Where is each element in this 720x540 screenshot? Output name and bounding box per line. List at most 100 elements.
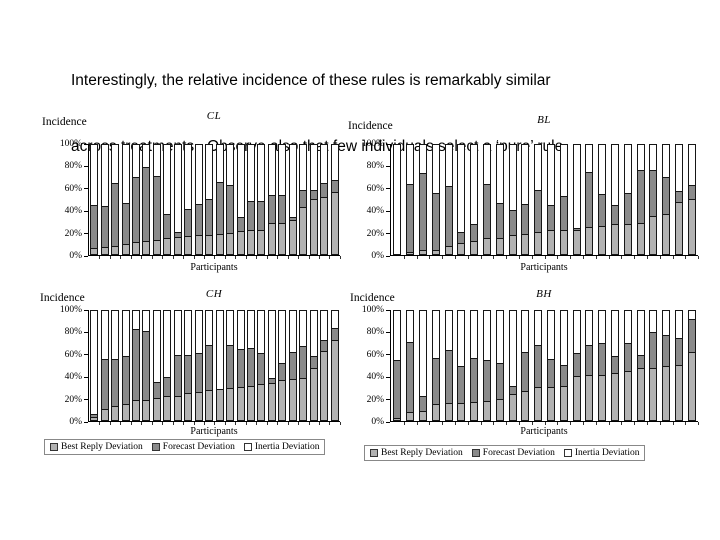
bar-segment — [236, 349, 245, 388]
bar-segment — [546, 206, 555, 231]
stacked-bar — [418, 144, 427, 255]
stacked-bar — [121, 144, 130, 255]
chart-BL: Incidence BL 100% 80% 60% 40% 20% 0% Particip… — [348, 104, 702, 284]
chart-legend: Best Reply Deviation Forecast Deviation In… — [44, 439, 326, 455]
bar-slot — [455, 310, 469, 425]
bar-slot — [298, 310, 311, 425]
bar-segment — [649, 368, 658, 421]
bar-segment — [278, 364, 287, 382]
bar-segment — [482, 361, 491, 403]
bar-slot — [570, 310, 584, 425]
stacked-bar — [610, 144, 619, 255]
bar-segment — [406, 343, 415, 414]
bar-segment — [393, 144, 402, 255]
bar-slot — [596, 144, 610, 259]
y-tick-label: 0% — [69, 417, 88, 427]
bar-segment — [457, 243, 466, 255]
bar-segment — [649, 144, 658, 171]
bar-segment — [299, 208, 308, 255]
bar-segment — [111, 359, 120, 407]
stacked-bar — [470, 144, 479, 255]
bar-segment — [247, 201, 256, 231]
bar-slot — [519, 144, 533, 259]
bar-slot — [660, 310, 674, 425]
bar-segment — [623, 193, 632, 226]
stacked-bar — [132, 144, 141, 255]
bar-segment — [173, 238, 182, 255]
bar-segment — [444, 247, 453, 255]
bar-segment — [572, 310, 581, 355]
plot-wrapper: 100% 80% 60% 40% 20% 0% — [362, 139, 699, 261]
bar-slot — [583, 310, 597, 425]
bar-segment — [546, 230, 555, 255]
plot-area — [390, 144, 699, 259]
stacked-bar — [546, 310, 555, 421]
y-axis-ticks: 100% 80% 60% 40% 20% 0% — [342, 305, 390, 427]
bar-segment — [406, 252, 415, 255]
y-axis-ticks: 100% 80% 60% 40% 20% 0% — [40, 139, 88, 261]
bar-segment — [546, 387, 555, 421]
bar-segment — [406, 144, 415, 186]
stacked-bar — [236, 310, 245, 421]
bar-slot — [404, 144, 418, 259]
bar-slot — [506, 144, 520, 259]
y-tick-label: 100% — [60, 139, 88, 149]
bar-segment — [406, 185, 415, 253]
stacked-bar — [288, 144, 297, 255]
bar-segment — [470, 144, 479, 226]
bar-segment — [215, 235, 224, 255]
bar-slot — [235, 144, 248, 259]
stacked-bar — [330, 310, 339, 421]
stacked-bar — [649, 310, 658, 421]
bar-segment — [173, 144, 182, 233]
bar-segment — [267, 384, 276, 421]
bar-segment — [546, 359, 555, 388]
stacked-bar — [674, 310, 683, 421]
bar-segment — [521, 144, 530, 206]
bar-slot — [89, 310, 101, 425]
bar-segment — [470, 310, 479, 359]
bar-segment — [418, 310, 427, 397]
bar-segment — [585, 310, 594, 346]
bar-slot — [204, 144, 216, 259]
bar-segment — [288, 379, 297, 421]
bar-slot — [621, 144, 635, 259]
y-tick-label: 40% — [65, 206, 88, 216]
bar-segment — [418, 144, 427, 174]
bar-segment — [393, 310, 402, 362]
stacked-bar — [546, 144, 555, 255]
bar-segment — [205, 345, 214, 392]
stacked-bar — [572, 144, 581, 255]
bar-slot — [120, 144, 133, 259]
bar-segment — [142, 310, 151, 333]
bar-segment — [121, 405, 130, 421]
bar-segment — [90, 249, 99, 255]
bar-slot — [152, 144, 164, 259]
bar-segment — [585, 172, 594, 229]
stacked-bar — [687, 144, 696, 255]
bar-slot — [256, 144, 269, 259]
chart-title: BL — [537, 114, 551, 126]
bar-segment — [457, 366, 466, 405]
stacked-bar — [649, 144, 658, 255]
bar-segment — [121, 356, 130, 406]
bar-segment — [572, 230, 581, 255]
bar-segment — [546, 144, 555, 207]
bar-segment — [674, 144, 683, 192]
stacked-bar — [470, 310, 479, 421]
x-axis-title: Participants — [520, 262, 568, 273]
chart-CH: Incidence CH 100% 80% 60% 40% 20% 0% Particip… — [38, 286, 346, 476]
y-tick-label: 20% — [367, 395, 390, 405]
bar-segment — [444, 310, 453, 352]
bar-segment — [662, 310, 671, 336]
y-tick-label: 40% — [367, 372, 390, 382]
bar-segment — [585, 375, 594, 421]
stacked-bar — [163, 310, 172, 421]
bar-segment — [662, 215, 671, 255]
bar-segment — [662, 144, 671, 179]
bar-segment — [100, 409, 109, 421]
y-tick-label: 40% — [367, 206, 390, 216]
legend-swatch-icon — [370, 449, 378, 457]
stacked-bar — [142, 310, 151, 421]
bar-slot — [391, 310, 405, 425]
